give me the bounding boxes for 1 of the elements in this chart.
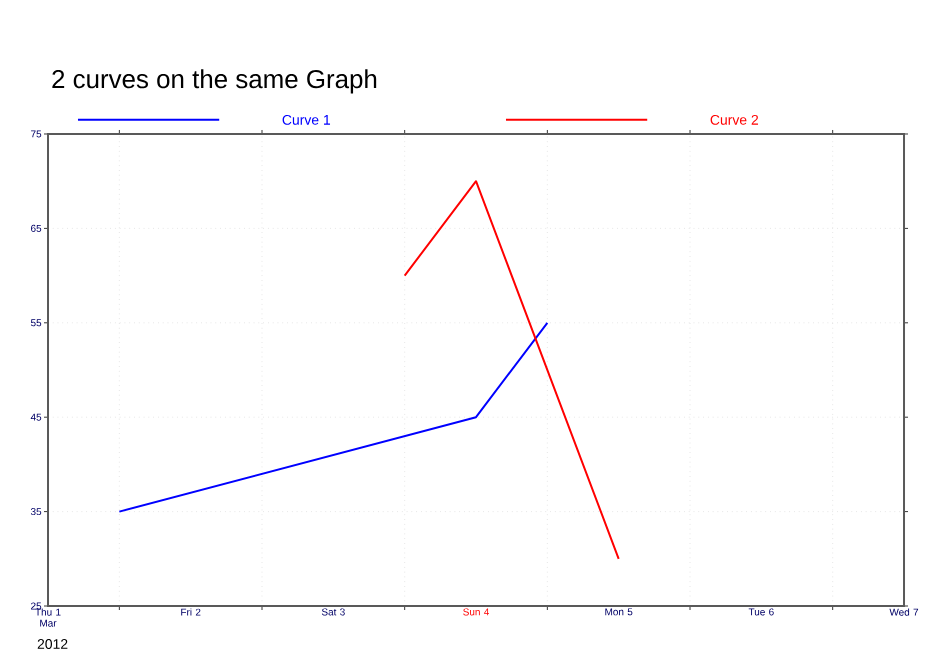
chart-title: 2 curves on the same Graph xyxy=(52,69,377,94)
